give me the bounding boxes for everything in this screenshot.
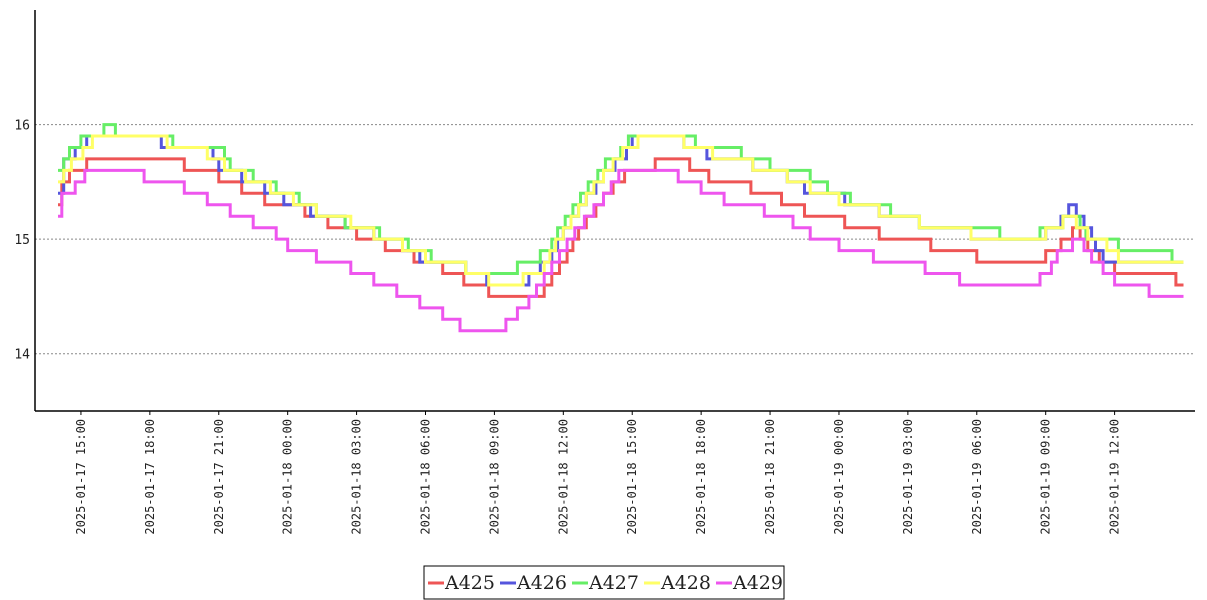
legend-label: A426 <box>516 572 567 594</box>
y-tick-label: 15 <box>14 233 30 248</box>
grid-lines <box>35 124 1195 355</box>
y-tick-labels: 14 15 16 <box>14 119 30 363</box>
x-tick-label: 2025-01-18 06:00 <box>418 419 432 535</box>
x-tick-labels: 2025-01-17 15:00 2025-01-17 18:00 2025-01-… <box>74 411 1122 535</box>
x-tick-label: 2025-01-19 03:00 <box>901 419 915 535</box>
legend-label: A428 <box>660 572 711 594</box>
x-tick-label: 2025-01-18 09:00 <box>487 419 501 535</box>
legend-label: A427 <box>588 572 639 594</box>
series-line-A428 <box>58 134 1184 287</box>
x-tick-label: 2025-01-18 18:00 <box>694 419 708 535</box>
x-tick-label: 2025-01-19 12:00 <box>1108 419 1122 535</box>
x-tick-label: 2025-01-19 06:00 <box>970 419 984 535</box>
x-tick-label: 2025-01-18 15:00 <box>625 419 639 535</box>
series-line-A427 <box>58 123 1184 275</box>
series-line-A425 <box>58 157 1184 298</box>
series-layer <box>58 123 1184 333</box>
legend-label: A425 <box>444 572 495 594</box>
series-line-A429 <box>58 168 1184 333</box>
x-tick-label: 2025-01-18 12:00 <box>556 419 570 535</box>
x-tick-label: 2025-01-19 09:00 <box>1039 419 1053 535</box>
x-tick-label: 2025-01-17 15:00 <box>74 419 88 535</box>
x-tick-label: 2025-01-19 00:00 <box>832 419 846 535</box>
x-tick-label: 2025-01-17 21:00 <box>212 419 226 535</box>
x-tick-label: 2025-01-18 21:00 <box>763 419 777 535</box>
legend-label: A429 <box>732 572 783 594</box>
legend: A425 A426 A427 A428 A429 <box>423 565 785 600</box>
y-tick-label: 14 <box>14 348 30 363</box>
y-tick-label: 16 <box>14 119 30 134</box>
x-tick-label: 2025-01-17 18:00 <box>143 419 157 535</box>
x-tick-label: 2025-01-18 00:00 <box>281 419 295 535</box>
x-tick-label: 2025-01-18 03:00 <box>350 419 364 535</box>
axes <box>34 10 1195 412</box>
